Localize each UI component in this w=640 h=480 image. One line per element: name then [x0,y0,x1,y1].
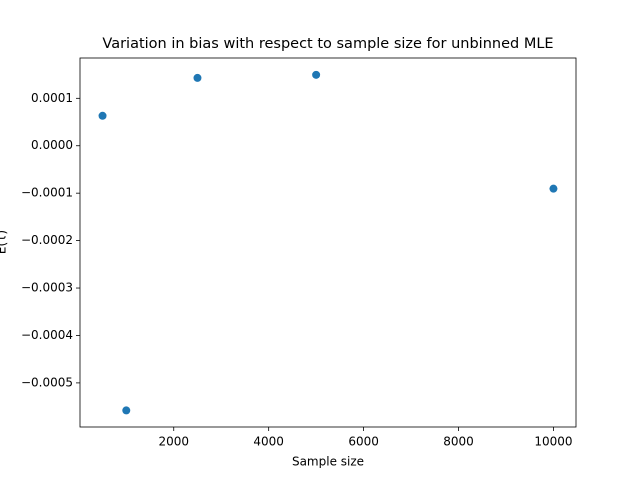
y-tick-label: −0.0002 [21,233,73,247]
y-tick-label: −0.0001 [21,186,73,200]
x-tick-label: 2000 [158,435,189,449]
y-tick-label: −0.0004 [21,328,73,342]
chart-title: Variation in bias with respect to sample… [102,36,553,52]
y-tick-label: 0.0001 [31,91,73,105]
point [122,406,131,415]
x-tick-label: 8000 [443,435,474,449]
y-tick-label: −0.0003 [21,281,73,295]
y-tick-label: −0.0005 [21,375,73,389]
point [549,184,558,193]
x-tick-label: 6000 [348,435,379,449]
x-tick-label: 4000 [253,435,284,449]
point [98,111,107,120]
y-axis-label: E(τ) [0,230,9,254]
x-tick-label: 10000 [534,435,572,449]
y-tick-label: 0.0000 [31,138,73,152]
plot-frame [79,57,577,428]
x-axis-label: Sample size [292,455,364,469]
point [193,73,202,82]
point [312,70,321,79]
